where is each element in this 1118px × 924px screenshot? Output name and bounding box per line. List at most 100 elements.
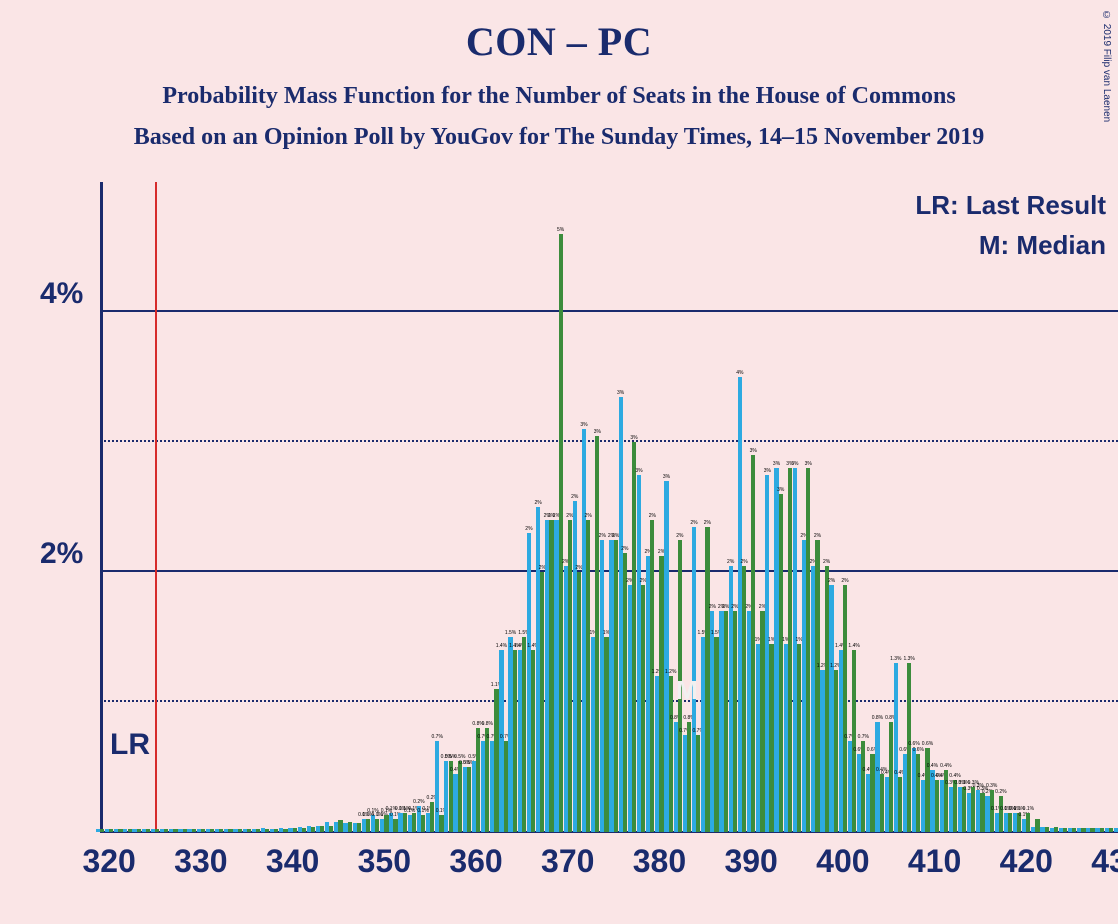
bar-green: 0.7%: [504, 741, 508, 832]
bar-green: [164, 829, 168, 832]
bar-value-label: 3%: [773, 462, 780, 467]
bar-green: [256, 829, 260, 832]
bar-green: 3%: [751, 455, 755, 832]
bar-value-label: 3%: [617, 391, 624, 396]
bar-green: 0.4%: [935, 780, 939, 832]
bar-green: 0.6%: [870, 754, 874, 832]
bar-green: [201, 829, 205, 832]
bar-green: [210, 829, 214, 832]
bar-green: [338, 820, 342, 832]
bar-value-label: 3%: [764, 469, 771, 474]
x-tick-label: 400: [816, 843, 869, 880]
bar-green: [155, 829, 159, 832]
bar-green: 1.4%: [852, 650, 856, 832]
x-tick-label: 420: [1000, 843, 1053, 880]
bar-value-label: 2%: [599, 534, 606, 539]
bar-green: 0.1%: [412, 813, 416, 833]
bar-value-label: 0.2%: [413, 800, 424, 805]
bar-green: [1063, 828, 1067, 832]
bar-green: [1035, 819, 1039, 832]
bar-value-label: 1.2%: [665, 670, 676, 675]
bar-green: 0.1%: [384, 815, 388, 832]
bar-value-label: 2%: [727, 560, 734, 565]
bar-green: 0.3%: [971, 787, 975, 833]
bar-green: 3%: [788, 468, 792, 832]
bar-value-label: 1.3%: [903, 657, 914, 662]
bar-value-label: 0.8%: [872, 716, 883, 721]
bar-value-label: 3%: [580, 423, 587, 428]
lr-line: [155, 182, 157, 832]
bar-value-label: 0.5%: [454, 755, 465, 760]
chart-subtitle-1: Probability Mass Function for the Number…: [0, 65, 1118, 110]
bar-value-label: 3%: [663, 475, 670, 480]
bar-green: [293, 828, 297, 832]
bar-green: 0.1%: [393, 819, 397, 832]
y-tick-label: 2%: [40, 537, 90, 571]
bar-green: 0.4%: [898, 777, 902, 832]
x-tick-label: 430: [1091, 843, 1118, 880]
bar-green: 2%: [568, 520, 572, 832]
bar-green: 2%: [540, 572, 544, 832]
bar-green: 2%: [614, 540, 618, 833]
bar-green: 0.5%: [467, 767, 471, 832]
bar-green: 0.2%: [430, 802, 434, 832]
legend-lr: LR: Last Result: [915, 190, 1106, 221]
bar-value-label: 2%: [525, 527, 532, 532]
bar-value-label: 2%: [676, 534, 683, 539]
bar-value-label: 2%: [841, 579, 848, 584]
bar-green: 0.4%: [953, 780, 957, 832]
bar-green: 0.1%: [421, 815, 425, 832]
x-tick-label: 390: [724, 843, 777, 880]
bar-value-label: 3%: [805, 462, 812, 467]
bar-green: 1.3%: [907, 663, 911, 832]
bar-green: 0.1%: [439, 815, 443, 832]
bar-green: 2%: [586, 520, 590, 832]
bar-green: 1.2%: [669, 676, 673, 832]
bar-value-label: 3%: [791, 462, 798, 467]
plot-area: LR: Last Result M: Median 2% 4% LR 0.1% 0.1%…: [100, 182, 1118, 832]
gridline-solid: [100, 310, 1118, 312]
bar-green: 0.2%: [999, 796, 1003, 832]
bar-green: 1.5%: [522, 637, 526, 832]
bar-green: [109, 829, 113, 832]
bar-value-label: 4%: [736, 371, 743, 376]
bar-green: [219, 829, 223, 832]
bar-green: [1100, 828, 1104, 832]
bar-value-label: 3%: [630, 436, 637, 441]
y-axis: [100, 182, 103, 832]
bar-green: 0.7%: [861, 741, 865, 832]
bar-value-label: 0.7%: [858, 735, 869, 740]
bar-green: 2%: [577, 572, 581, 832]
bar-green: [265, 829, 269, 832]
lr-label: LR: [110, 728, 150, 762]
bar-value-label: 0.6%: [922, 742, 933, 747]
bar-value-label: 0.2%: [995, 790, 1006, 795]
bar-green: [357, 823, 361, 832]
bar-green: 0.6%: [916, 754, 920, 832]
bar-green: [320, 826, 324, 833]
bar-value-label: 0.7%: [432, 735, 443, 740]
bar-green: [146, 829, 150, 832]
x-tick-label: 320: [82, 843, 135, 880]
bar-green: 2%: [760, 611, 764, 832]
bar-green: 3%: [779, 494, 783, 832]
bar-value-label: 2%: [704, 521, 711, 526]
bar-green: 2%: [843, 585, 847, 832]
bar-green: [1081, 828, 1085, 832]
bar-value-label: 2%: [740, 560, 747, 565]
bar-green: 1%: [604, 637, 608, 832]
bar-green: [118, 829, 122, 832]
bar-green: [128, 829, 132, 832]
legend-m: M: Median: [979, 230, 1106, 261]
bar-value-label: 2%: [709, 605, 716, 610]
bar-value-label: 1.4%: [496, 644, 507, 649]
bar-green: 0.8%: [476, 728, 480, 832]
bar-green: 2%: [549, 520, 553, 832]
bar-green: 3%: [632, 442, 636, 832]
bar-value-label: 0.6%: [908, 742, 919, 747]
bar-green: 0.8%: [687, 722, 691, 833]
bar-value-label: 0.6%: [913, 748, 924, 753]
bar-green: 2%: [641, 585, 645, 832]
bar-value-label: 0.8%: [482, 722, 493, 727]
bar-green: 2%: [815, 540, 819, 833]
